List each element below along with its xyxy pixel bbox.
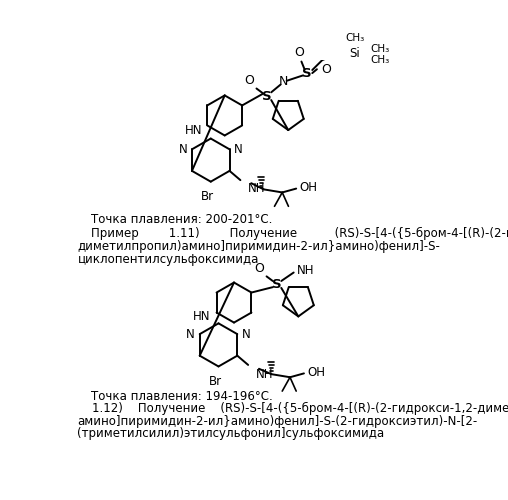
Text: S: S <box>302 68 312 80</box>
Text: N: N <box>242 328 250 340</box>
Text: N: N <box>178 143 187 156</box>
Text: NH: NH <box>248 182 266 194</box>
Text: O: O <box>254 262 264 275</box>
Text: CH₃: CH₃ <box>370 44 390 54</box>
Text: N: N <box>186 328 195 340</box>
Text: Точка плавления: 194-196°C.: Точка плавления: 194-196°C. <box>90 390 272 403</box>
Text: N: N <box>279 75 288 88</box>
Text: Br: Br <box>201 190 214 203</box>
Text: O: O <box>244 74 253 88</box>
Text: OH: OH <box>307 366 325 379</box>
Text: (триметилсилил)этилсульфонил]сульфоксимида: (триметилсилил)этилсульфонил]сульфоксими… <box>77 427 385 440</box>
Text: циклопентилсульфоксимида: циклопентилсульфоксимида <box>77 253 259 266</box>
Text: O: O <box>321 62 331 76</box>
Text: CH₃: CH₃ <box>345 33 365 43</box>
Text: N: N <box>234 143 243 156</box>
Text: S: S <box>272 278 281 291</box>
Text: HN: HN <box>184 124 202 136</box>
Text: OH: OH <box>299 182 318 194</box>
Text: Si: Si <box>350 48 360 60</box>
Text: диметилпропил)амино]пиримидин-2-ил}амино)фенил]-S-: диметилпропил)амино]пиримидин-2-ил}амино… <box>77 240 440 253</box>
Text: O: O <box>294 46 304 59</box>
Text: CH₃: CH₃ <box>370 55 390 65</box>
Text: S: S <box>262 90 271 104</box>
Text: 1.12)    Получение    (RS)-S-[4-({5-бром-4-[(R)-(2-гидрокси-1,2-диметилпропил)-: 1.12) Получение (RS)-S-[4-({5-бром-4-[(R… <box>77 402 508 415</box>
Text: Br: Br <box>209 375 222 388</box>
Text: Пример        1.11)        Получение          (RS)-S-[4-({5-бром-4-[(R)-(2-гидро: Пример 1.11) Получение (RS)-S-[4-({5-бро… <box>90 226 508 240</box>
Text: Точка плавления: 200-201°C.: Точка плавления: 200-201°C. <box>90 213 272 226</box>
Text: амино]пиримидин-2-ил}амино)фенил]-S-(2-гидроксиэтил)-N-[2-: амино]пиримидин-2-ил}амино)фенил]-S-(2-г… <box>77 414 478 428</box>
Text: HN: HN <box>193 310 211 322</box>
Text: NH: NH <box>256 368 273 381</box>
Text: NH: NH <box>297 264 314 278</box>
